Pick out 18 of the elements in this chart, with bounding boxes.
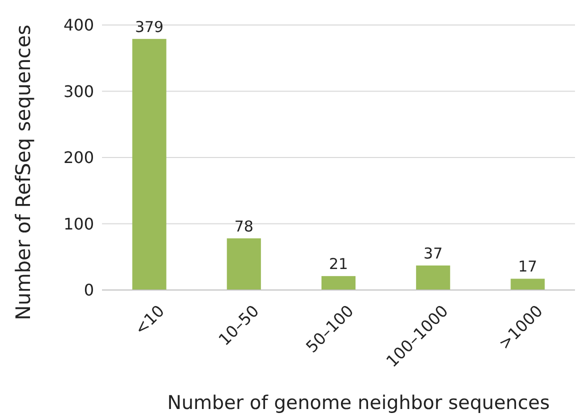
bar <box>321 276 356 290</box>
data-label: 37 <box>424 244 443 262</box>
x-axis-title: Number of genome neighbor sequences <box>167 392 550 414</box>
data-label: 379 <box>134 18 164 36</box>
bar <box>416 265 450 290</box>
bar <box>132 38 166 290</box>
y-tick-label: 100 <box>63 214 94 234</box>
data-label: 17 <box>518 258 538 276</box>
y-tick-label: 0 <box>84 280 94 300</box>
data-label: 21 <box>328 255 348 274</box>
data-label: 78 <box>234 217 254 236</box>
y-tick-label: 200 <box>63 148 94 168</box>
y-tick-label: 400 <box>63 16 94 35</box>
bar <box>510 278 545 290</box>
y-tick-label: 300 <box>63 82 94 101</box>
y-axis-title: Number of RefSeq sequences <box>11 24 35 320</box>
bar <box>226 238 261 290</box>
x-tick-label: <10 <box>130 301 168 339</box>
